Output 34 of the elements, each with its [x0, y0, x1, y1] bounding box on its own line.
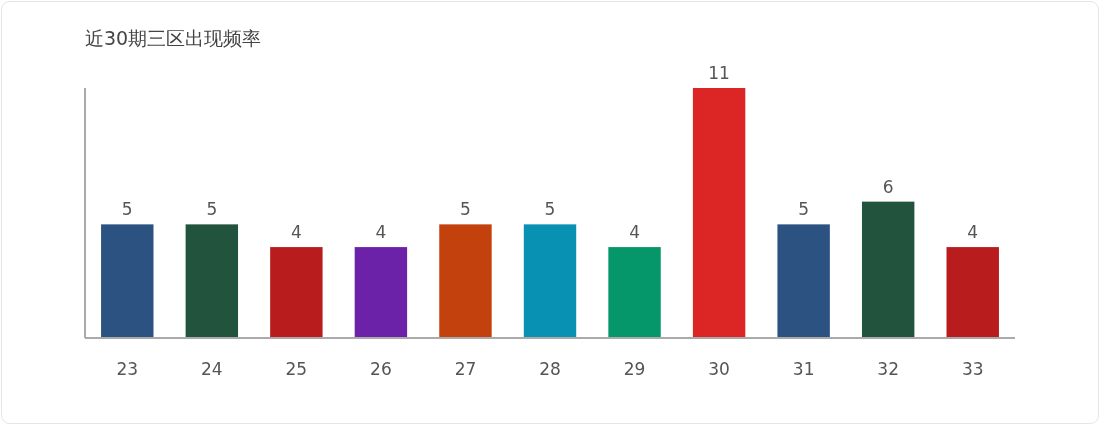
x-tick-label: 26 — [370, 359, 392, 379]
x-tick-label: 32 — [877, 359, 899, 379]
x-tick-label: 33 — [961, 359, 984, 379]
data-label: 5 — [798, 199, 810, 220]
data-label: 5 — [121, 199, 133, 220]
bar — [946, 247, 999, 338]
x-tick-label: 27 — [454, 359, 477, 379]
bar — [439, 224, 492, 338]
bar — [101, 224, 154, 338]
data-label: 4 — [375, 222, 387, 243]
bar — [523, 224, 577, 338]
bar — [692, 88, 746, 338]
chart-title: 近30期三区出现频率 — [85, 27, 262, 49]
x-tick-label: 30 — [708, 359, 730, 379]
data-label: 5 — [460, 199, 471, 220]
bar — [354, 247, 408, 338]
bar — [270, 247, 323, 338]
x-tick-label: 25 — [285, 359, 308, 379]
x-tick-label: 23 — [116, 359, 139, 379]
x-tick-label: 24 — [201, 359, 223, 379]
x-tick-label: 31 — [792, 359, 815, 379]
data-label: 4 — [967, 222, 979, 243]
x-tick-label: 29 — [623, 359, 646, 379]
data-label: 6 — [882, 176, 894, 197]
data-label: 5 — [544, 199, 556, 220]
data-label: 4 — [629, 222, 640, 243]
data-label: 5 — [206, 199, 218, 220]
x-tick-label: 28 — [539, 359, 561, 379]
bar — [185, 224, 239, 338]
bar — [608, 247, 661, 338]
bar — [777, 224, 830, 338]
data-label: 4 — [290, 222, 302, 243]
bar — [861, 201, 915, 338]
data-label: 11 — [708, 63, 730, 83]
